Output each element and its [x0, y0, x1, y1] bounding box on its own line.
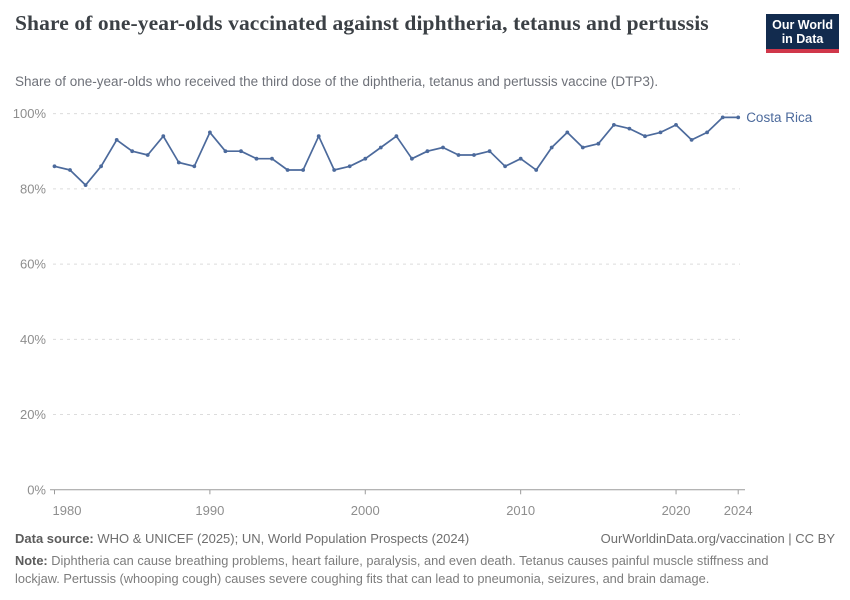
data-source: Data source: WHO & UNICEF (2025); UN, Wo… — [15, 531, 470, 546]
x-axis-tick-label: 2000 — [351, 503, 380, 518]
data-point — [456, 153, 461, 157]
data-point — [596, 141, 601, 146]
y-axis-tick-label: 40% — [20, 332, 46, 347]
data-point — [83, 183, 88, 188]
y-axis-tick-label: 0% — [27, 482, 46, 497]
data-point — [674, 123, 678, 127]
data-point — [518, 156, 523, 161]
data-point — [425, 149, 430, 154]
x-axis-tick-label: 1980 — [53, 503, 82, 518]
data-point — [285, 168, 290, 172]
x-axis-tick-label: 1990 — [195, 503, 224, 518]
data-point — [503, 164, 507, 169]
y-axis-tick-label: 60% — [20, 257, 46, 272]
chart-note: Note: Diphtheria can cause breathing pro… — [15, 553, 769, 586]
data-point — [394, 134, 399, 139]
footer-source-row: Data source: WHO & UNICEF (2025); UN, Wo… — [15, 531, 835, 546]
data-point — [549, 145, 554, 150]
data-point — [316, 134, 321, 139]
data-point — [239, 149, 243, 154]
data-point — [176, 160, 181, 165]
data-point — [99, 164, 103, 169]
data-point — [347, 164, 352, 169]
owid-logo-text-line1: Our World — [772, 18, 833, 32]
data-point — [208, 130, 212, 135]
x-axis-tick-label: 2010 — [506, 503, 535, 518]
data-point — [612, 123, 616, 127]
y-axis-tick-label: 100% — [13, 106, 47, 121]
data-point — [378, 145, 383, 150]
chart-title: Share of one-year-olds vaccinated agains… — [15, 11, 709, 35]
chart-subtitle: Share of one-year-olds who received the … — [15, 74, 659, 89]
footer-credit-link[interactable]: OurWorldinData.org/vaccination | CC BY — [600, 531, 835, 546]
data-point — [580, 145, 585, 150]
data-point — [52, 164, 57, 169]
data-point — [565, 130, 570, 135]
data-point — [627, 126, 632, 131]
data-point — [534, 168, 539, 172]
data-point — [472, 153, 476, 157]
data-point — [736, 115, 741, 120]
data-point — [487, 149, 492, 154]
data-point — [441, 145, 445, 150]
data-point — [192, 164, 197, 169]
data-point — [254, 156, 259, 161]
data-point — [301, 168, 305, 172]
data-point — [658, 130, 663, 135]
y-axis-tick-label: 20% — [20, 407, 46, 422]
data-point — [720, 115, 725, 120]
owid-logo-text-line2: in Data — [781, 32, 824, 46]
data-point — [332, 168, 337, 172]
data-line[interactable] — [53, 116, 740, 186]
owid-logo[interactable]: Our World in Data — [766, 14, 839, 53]
data-point — [689, 138, 694, 142]
data-point — [145, 153, 150, 157]
data-point — [410, 156, 414, 161]
data-point — [68, 168, 72, 172]
x-axis-tick-label: 2020 — [662, 503, 691, 518]
data-point — [130, 149, 135, 154]
data-point — [161, 134, 166, 139]
data-point — [363, 156, 368, 161]
data-point — [643, 134, 647, 139]
data-point — [270, 156, 274, 161]
data-point — [114, 138, 119, 142]
data-point — [223, 149, 228, 154]
y-axis-tick-label: 80% — [20, 181, 46, 196]
series-label[interactable]: Costa Rica — [746, 110, 813, 125]
x-axis-tick-label: 2024 — [724, 503, 753, 518]
data-point — [705, 130, 709, 135]
